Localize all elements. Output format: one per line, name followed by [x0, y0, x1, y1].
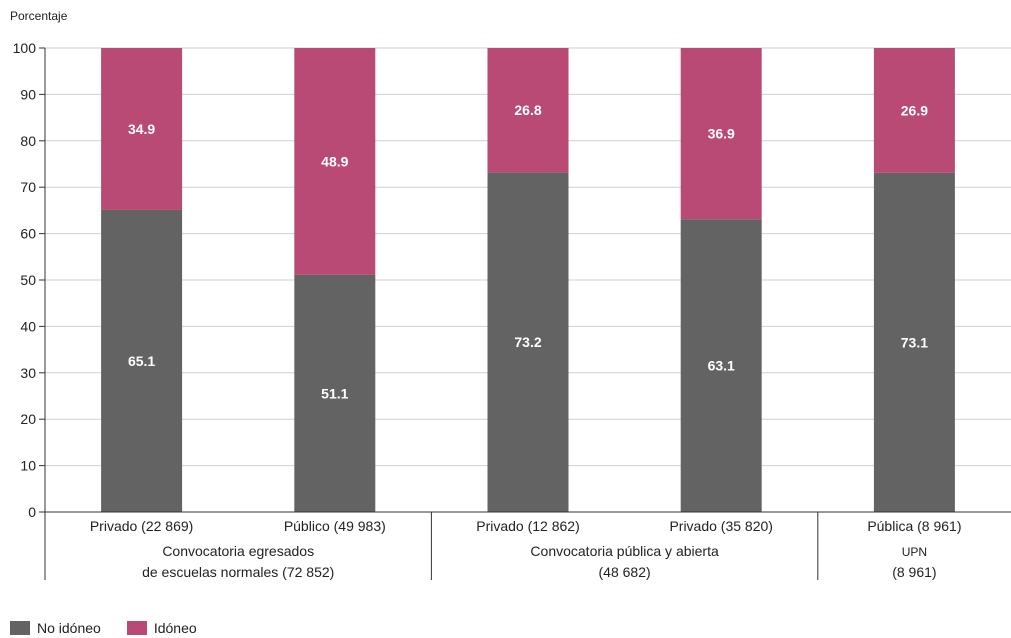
x-axis: Privado (22 869) Público (49 983) Privado … — [45, 512, 1011, 580]
x-tick-label-0: Privado (22 869) — [90, 518, 194, 534]
y-tick-label-60: 60 — [20, 226, 36, 242]
group-label-0-line-0: Convocatoria egresados — [162, 543, 314, 559]
data-label-no-idoneo-1: 51.1 — [321, 385, 348, 401]
data-label-idoneo-4: 26.9 — [901, 102, 928, 118]
legend-item-no-idoneo: No idóneo — [10, 620, 101, 636]
y-tick-label-0: 0 — [28, 504, 36, 520]
data-label-idoneo-1: 48.9 — [321, 153, 348, 169]
y-tick-label-40: 40 — [20, 318, 36, 334]
x-tick-label-2: Privado (12 862) — [476, 518, 580, 534]
y-tick-label-70: 70 — [20, 179, 36, 195]
data-label-no-idoneo-3: 63.1 — [708, 358, 735, 374]
legend-label-idoneo: Idóneo — [154, 620, 197, 636]
legend: No idóneo Idóneo — [10, 620, 197, 636]
y-tick-label-100: 100 — [13, 40, 37, 56]
y-tick-label-30: 30 — [20, 365, 36, 381]
data-label-idoneo-3: 36.9 — [708, 126, 735, 142]
data-label-no-idoneo-2: 73.2 — [514, 334, 541, 350]
y-tick-label-10: 10 — [20, 458, 36, 474]
data-label-no-idoneo-0: 65.1 — [128, 353, 155, 369]
legend-swatch-idoneo — [127, 621, 147, 635]
y-tick-label-20: 20 — [20, 411, 36, 427]
data-label-idoneo-2: 26.8 — [514, 102, 541, 118]
y-tick-label-90: 90 — [20, 86, 36, 102]
y-axis-label: Porcentaje — [10, 9, 68, 23]
data-label-idoneo-0: 34.9 — [128, 121, 155, 137]
stacked-bar-chart: Porcentaje 0 10 20 30 40 50 60 70 80 90 100 65.1 34… — [0, 0, 1011, 612]
y-tick-label-50: 50 — [20, 272, 36, 288]
y-tick-label-80: 80 — [20, 133, 36, 149]
legend-swatch-no-idoneo — [10, 621, 30, 635]
y-axis-ticks: 0 10 20 30 40 50 60 70 80 90 100 — [13, 40, 45, 520]
legend-label-no-idoneo: No idóneo — [37, 620, 101, 636]
x-tick-label-3: Privado (35 820) — [669, 518, 773, 534]
group-label-1-line-0: Convocatoria pública y abierta — [530, 543, 719, 559]
x-tick-label-4: Pública (8 961) — [867, 518, 961, 534]
x-tick-label-1: Público (49 983) — [284, 518, 386, 534]
group-label-0-line-1: de escuelas normales (72 852) — [142, 564, 334, 580]
legend-item-idoneo: Idóneo — [127, 620, 197, 636]
group-label-2-line-1: (8 961) — [892, 564, 936, 580]
group-label-2-line-0: UPN — [902, 545, 927, 559]
data-label-no-idoneo-4: 73.1 — [901, 334, 928, 350]
group-label-1-line-1: (48 682) — [599, 564, 651, 580]
